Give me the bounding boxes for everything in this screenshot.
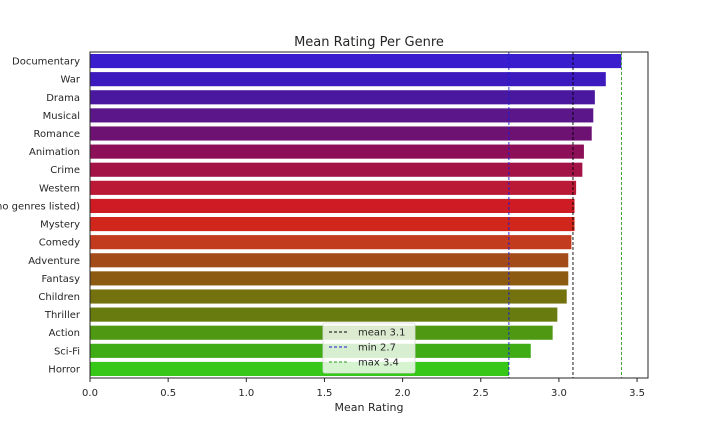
y-tick-label: Crime: [50, 165, 80, 176]
bar-western: [90, 180, 577, 195]
bar-sci-fi: [90, 343, 531, 358]
bar-mystery: [90, 216, 575, 232]
legend-label: min 2.7: [358, 343, 396, 354]
bar-comedy: [90, 235, 572, 250]
y-tick-label: (no genres listed): [0, 201, 80, 212]
y-tick-label: Drama: [46, 93, 80, 104]
x-tick-label: 3.5: [629, 388, 645, 399]
x-tick-label: 1.5: [317, 388, 333, 399]
bar-romance: [90, 126, 592, 141]
legend-label: max 3.4: [358, 358, 399, 369]
y-tick-label: Fantasy: [42, 274, 81, 285]
bar-crime: [90, 162, 583, 177]
y-tick-label: Comedy: [39, 238, 80, 249]
y-tick-labels: Documentary War Drama Musical Romance Animati…: [0, 57, 81, 376]
bars-group: [90, 53, 622, 377]
y-tick-label: Thriller: [44, 310, 81, 321]
x-tick-label: 0.0: [82, 388, 98, 399]
y-tick-label: Children: [38, 292, 80, 303]
x-tick-label: 3.0: [551, 388, 567, 399]
y-tick-label: Horror: [48, 364, 81, 375]
y-tick-label: Musical: [43, 111, 80, 122]
bar-documentary: [90, 53, 622, 69]
x-axis-label: Mean Rating: [335, 401, 404, 414]
bar-musical: [90, 108, 594, 123]
y-tick-label: Western: [39, 183, 80, 194]
bar-animation: [90, 144, 584, 159]
y-tick-label: Romance: [34, 129, 80, 140]
bar-horror: [90, 361, 509, 377]
bar-thriller: [90, 307, 558, 322]
y-tick-label: Mystery: [40, 220, 80, 231]
y-tick-label: Animation: [29, 147, 80, 158]
y-tick-label: Sci-Fi: [54, 346, 80, 357]
bar-fantasy: [90, 271, 569, 286]
bar-action: [90, 325, 553, 340]
legend-label: mean 3.1: [358, 328, 405, 339]
x-tick-label: 1.0: [238, 388, 254, 399]
reference-lines-group: [508, 52, 622, 378]
x-tick-labels: 0.0 0.5 1.0 1.5 2.0 2.5 3.0 3.5: [82, 378, 645, 399]
x-tick-label: 0.5: [160, 388, 176, 399]
y-tick-label: Documentary: [12, 57, 80, 68]
legend: mean 3.1 min 2.7 max 3.4: [322, 322, 416, 374]
bar-adventure: [90, 253, 569, 268]
y-tick-label: Adventure: [28, 256, 80, 267]
bar-children: [90, 289, 567, 304]
legend-box: [322, 322, 416, 374]
bar-war: [90, 72, 606, 87]
y-tick-label: Action: [49, 328, 80, 339]
bar-no-genres-listed: [90, 198, 575, 214]
x-tick-label: 2.0: [395, 388, 411, 399]
plot-frame: [89, 51, 649, 379]
x-tick-label: 2.5: [473, 388, 489, 399]
y-tick-label: War: [61, 75, 81, 86]
chart-title: Mean Rating Per Genre: [294, 35, 444, 50]
bar-drama: [90, 90, 595, 105]
